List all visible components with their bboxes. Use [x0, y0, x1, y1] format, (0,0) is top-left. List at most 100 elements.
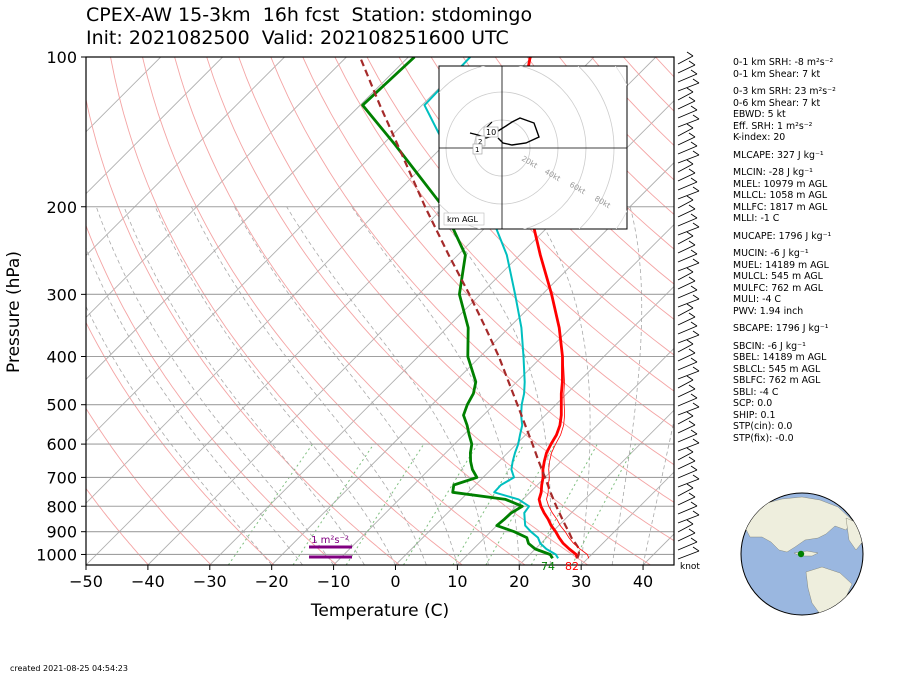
barb-staff — [677, 244, 696, 254]
wind-barb — [677, 519, 694, 533]
barb-flag — [692, 150, 700, 156]
isotherm — [86, 57, 285, 257]
y-tick-label: 300 — [46, 285, 77, 304]
barb-staff — [677, 190, 700, 200]
wind-barb — [677, 339, 694, 353]
barb-flag — [688, 132, 696, 138]
stat-line: PWV: 1.94 inch — [733, 305, 804, 317]
wind-barb — [677, 546, 700, 560]
axes: −50 −40 −30 −20 −10 0 10 20 30 40 100 200 300 400 500 6… — [36, 48, 653, 591]
barb-staff — [677, 415, 694, 425]
hodo-level-label: 10 — [486, 128, 496, 137]
mixing-ratio-line — [345, 443, 425, 565]
wind-barb — [677, 51, 694, 65]
x-tick-label: −50 — [69, 572, 103, 591]
barb-staff — [677, 451, 694, 461]
stat-line: SBLCL: 545 m AGL — [733, 363, 821, 375]
stat-line: MLLCL: 1058 m AGL — [733, 190, 828, 201]
wind-barb — [677, 78, 700, 92]
barb-flag — [688, 528, 696, 534]
isotherm — [580, 471, 674, 565]
barb-flag — [692, 510, 700, 516]
chart-title: CPEX-AW 15-3km 16h fcst Station: stdomin… — [86, 4, 533, 26]
moist-adiabat — [611, 206, 643, 565]
barb-flag — [692, 330, 700, 336]
x-tick-label: 20 — [509, 572, 529, 591]
wind-barb — [677, 186, 700, 200]
station-marker — [797, 550, 805, 558]
hodo-level-label: 1 — [475, 146, 479, 154]
mixing-ratio-line — [571, 443, 636, 565]
surface-dewpoint-label: 74 — [541, 560, 555, 573]
barb-staff — [677, 154, 700, 164]
wind-barb — [677, 294, 700, 308]
barb-staff — [677, 487, 694, 497]
wind-barb — [677, 483, 694, 497]
y-tick-label: 1000 — [36, 545, 77, 564]
barb-staff — [677, 523, 694, 533]
barb-staff — [677, 109, 698, 119]
wind-barb — [677, 438, 700, 452]
barb-flag — [692, 186, 700, 192]
wind-barb — [677, 150, 700, 164]
isotherm — [395, 285, 674, 565]
barb-flag — [688, 168, 696, 174]
wind-barb — [677, 456, 696, 470]
wind-barb — [677, 213, 698, 227]
barb-flag — [692, 546, 700, 552]
profile-lines — [358, 57, 590, 560]
dry-adiabat — [86, 487, 149, 565]
barb-flag — [692, 258, 700, 264]
barb-flag — [688, 492, 696, 498]
barb-flag — [688, 276, 696, 282]
surface-temperature-label: 82 — [565, 560, 579, 573]
sounding-indices: 0-1 km SRH: -8 m²s⁻² 0-1 km Shear: 7 kt 0-… — [733, 57, 836, 444]
wetbulb-line — [423, 57, 559, 559]
barb-flag — [690, 501, 698, 507]
barb-flag — [686, 51, 694, 57]
barb-unit-label: knot — [680, 562, 700, 572]
x-tick-label: 10 — [447, 572, 467, 591]
dewpoint-line — [361, 57, 554, 560]
stat-line: STP(fix): -0.0 — [733, 432, 794, 444]
barb-staff — [677, 325, 698, 335]
stat-line: SBEL: 14189 m AGL — [733, 352, 827, 363]
y-tick-label: 900 — [46, 523, 77, 542]
barb-flag — [690, 213, 698, 219]
barb-flag — [690, 249, 698, 255]
wind-barb — [677, 465, 698, 479]
stat-line: 0-1 km Shear: 7 kt — [733, 68, 821, 80]
dry-adiabat — [398, 57, 674, 356]
barb-flag — [692, 114, 700, 120]
barb-staff — [677, 424, 696, 434]
wind-barb — [677, 285, 698, 299]
barb-flag — [686, 123, 694, 129]
stat-line: SHIP: 0.1 — [733, 409, 776, 421]
barb-staff — [677, 181, 698, 191]
barb-staff — [677, 100, 696, 110]
wind-barb — [677, 267, 694, 281]
wind-barb — [677, 402, 700, 416]
barb-staff — [677, 532, 696, 542]
barb-staff — [677, 226, 700, 236]
barb-staff — [677, 469, 698, 479]
wind-barb — [677, 195, 694, 209]
barb-flag — [688, 384, 696, 390]
y-tick-label: 500 — [46, 396, 77, 415]
dry-adiabat — [206, 57, 651, 565]
stat-line: MLEL: 10979 m AGL — [733, 178, 828, 190]
isotherm — [271, 162, 674, 565]
stat-line: MLLFC: 1817 m AGL — [733, 201, 828, 213]
wind-barb — [677, 303, 694, 317]
barb-staff — [677, 361, 698, 371]
barb-staff — [677, 208, 696, 218]
barb-staff — [677, 127, 694, 137]
barb-staff — [677, 235, 694, 245]
wind-barb — [677, 114, 700, 128]
y-tick-label: 800 — [46, 497, 77, 516]
barb-flag — [690, 321, 698, 327]
stat-line: MULFC: 762 m AGL — [733, 282, 823, 294]
barb-staff — [677, 280, 696, 290]
wind-barb — [677, 87, 694, 101]
